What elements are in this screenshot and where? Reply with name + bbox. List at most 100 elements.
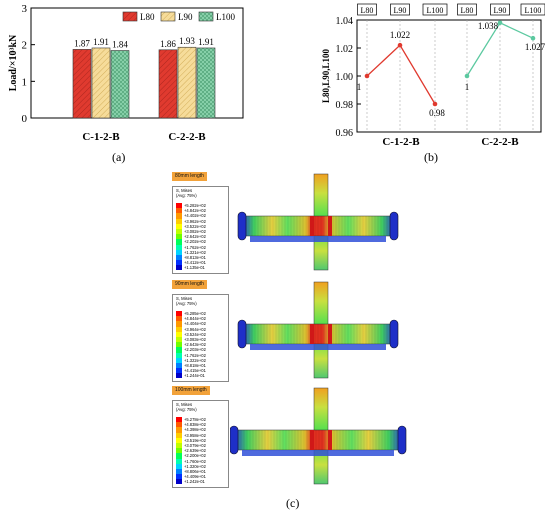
x-header-label: L90 <box>494 6 507 15</box>
legend-label-l90: L90 <box>178 12 193 22</box>
legend-value: +8.813e+01 <box>184 254 206 260</box>
y-tick-label: 1.04 <box>336 16 354 27</box>
legend-entry: +3.524e+02 <box>176 331 206 337</box>
legend-color-swatch <box>176 357 182 363</box>
stress-hotspot <box>310 216 314 236</box>
legend-average: (Avg: 75%) <box>176 301 197 306</box>
legend-color-swatch <box>176 265 182 271</box>
base-strip <box>250 236 386 242</box>
x-group-label: C-1-2-B <box>382 136 420 148</box>
legend-entry: +3.962e+02 <box>176 218 206 224</box>
legend-value: +4.409e+01 <box>184 474 206 480</box>
x-header-box <box>390 3 410 16</box>
legend-color-swatch <box>176 254 182 261</box>
legend-entry: +4.838e+02 <box>176 422 206 428</box>
legend-entry: +1.762e+02 <box>176 352 206 358</box>
legend-color-swatch <box>176 437 182 443</box>
legend-entry: +1.320e+02 <box>176 463 206 469</box>
legend-color-swatch <box>176 336 182 343</box>
legend-color-swatch <box>176 316 182 322</box>
legend-color-swatch <box>176 417 182 423</box>
legend-entry: +3.958e+02 <box>176 432 206 438</box>
legend-value: +5.285e+02 <box>184 311 206 317</box>
legend-entry: +3.522e+02 <box>176 223 206 229</box>
panel-label-c: (c) <box>286 496 300 510</box>
legend-value: +1.242e-01 <box>184 479 205 485</box>
legend-color-swatch <box>176 213 182 219</box>
legend-color-swatch <box>176 260 182 266</box>
y-tick-label: 0.96 <box>336 128 354 139</box>
plot-frame <box>30 7 244 119</box>
legend-color-swatch <box>176 453 182 459</box>
steel-tube <box>233 429 403 451</box>
legend-swatch-l90 <box>160 11 176 22</box>
legend-color-swatch <box>176 203 182 209</box>
legend-entry: +4.412e+01 <box>176 260 206 266</box>
legend-value: +4.402e+02 <box>184 213 206 219</box>
legend-color-swatch <box>176 458 182 464</box>
stress-legend: S, Mises (Avg: 75%) +5.278e+02 +4.838e+02 +4… <box>172 400 229 488</box>
stress-legend: S, Mises (Avg: 75%) +5.285e+02 +4.844e+02 +4… <box>172 294 229 382</box>
legend-value: +2.639e+02 <box>184 448 206 454</box>
legend-entry: +4.402e+02 <box>176 213 206 219</box>
legend-value: +3.082e+02 <box>184 229 206 235</box>
x-category-label: C-2-2-B <box>168 131 206 143</box>
panel-label-a: (a) <box>112 150 126 164</box>
end-plate-left <box>237 211 247 241</box>
y-tick-label: 1.00 <box>336 72 354 83</box>
legend-average: (Avg: 75%) <box>176 193 197 198</box>
legend-color-swatch <box>176 326 182 332</box>
stress-hotspot <box>328 216 332 236</box>
legend-value: +8.818e+01 <box>184 362 206 368</box>
legend-entry: +8.818e+01 <box>176 362 206 369</box>
legend-title: S, Mises <box>176 296 193 301</box>
plot-frame <box>356 19 542 133</box>
bar-value-label: 1.87 <box>74 38 90 48</box>
legend-entry: +3.083e+02 <box>176 336 206 343</box>
legend-value: +4.844e+02 <box>184 316 206 322</box>
bar-value-label: 1.91 <box>93 37 109 47</box>
legend-value: +3.958e+02 <box>184 432 206 438</box>
legend-entry: +3.964e+02 <box>176 326 206 332</box>
legend-entry: +5.278e+02 <box>176 417 206 423</box>
legend-value: +3.083e+02 <box>184 337 206 343</box>
x-header-box <box>490 3 510 16</box>
legend-value: +1.762e+02 <box>184 244 206 250</box>
data-label: 1 <box>357 82 362 92</box>
legend-color-swatch <box>176 208 182 214</box>
y-tick-label: 1 <box>22 76 28 88</box>
legend-entry: +2.203e+02 <box>176 347 206 353</box>
legend-value: +3.524e+02 <box>184 331 206 337</box>
legend-color-swatch <box>176 373 182 379</box>
legend-entry: +3.079e+02 <box>176 442 206 449</box>
legend-value: +1.135e-01 <box>184 265 205 271</box>
data-point <box>497 20 503 26</box>
legend-value: +3.519e+02 <box>184 437 206 443</box>
legend-color-swatch <box>176 223 182 229</box>
y-axis-label: L80,L90,L100 <box>321 48 331 103</box>
legend-color-swatch <box>176 448 182 454</box>
legend-value: +1.322e+02 <box>184 357 206 363</box>
legend-color-swatch <box>176 432 182 438</box>
y-tick-label: 1.02 <box>336 44 354 55</box>
end-plate-left <box>230 425 239 455</box>
y-tick-label: 0.98 <box>336 100 354 111</box>
fea-model-2: 90mm length S, Mises (Avg: 75%) +5.285e+02 +… <box>172 280 432 382</box>
legend-color-swatch <box>176 427 182 433</box>
legend-entry: +4.415e+01 <box>176 368 206 374</box>
legend-title: S, Mises <box>176 402 193 407</box>
x-header-label: L100 <box>525 6 542 15</box>
legend-value: +1.321e+02 <box>184 249 206 255</box>
bar-l100-c-1-2-b <box>110 50 130 119</box>
legend-color-swatch <box>176 228 182 235</box>
legend-entry: +3.519e+02 <box>176 437 206 443</box>
legend-color-swatch <box>176 331 182 337</box>
y-tick-label: 0 <box>22 113 28 125</box>
legend-entry: +4.409e+01 <box>176 474 206 480</box>
length-tag: 100mm length <box>172 386 210 395</box>
data-label: 1.022 <box>390 30 410 40</box>
series-line-c-1-2-b <box>366 44 436 105</box>
base-strip <box>250 344 386 350</box>
legend-value: +8.806e+01 <box>184 468 206 474</box>
